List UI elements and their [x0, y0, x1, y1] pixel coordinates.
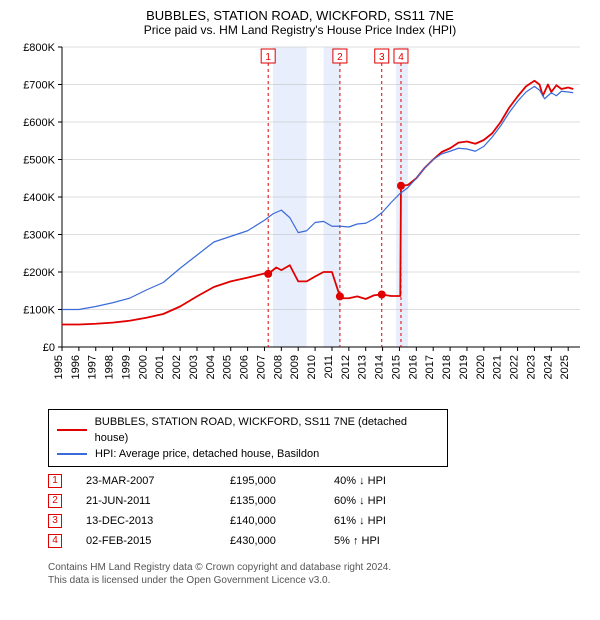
- transaction-price: £135,000: [230, 491, 310, 511]
- svg-text:1: 1: [265, 52, 271, 63]
- footer-line2: This data is licensed under the Open Gov…: [48, 574, 588, 587]
- legend-item: HPI: Average price, detached house, Basi…: [57, 446, 439, 462]
- svg-text:3: 3: [379, 52, 385, 63]
- transaction-diff: 5% ↑ HPI: [334, 531, 434, 551]
- svg-text:£100K: £100K: [23, 305, 55, 317]
- footer: Contains HM Land Registry data © Crown c…: [48, 561, 588, 587]
- legend-swatch: [57, 429, 87, 431]
- svg-text:£300K: £300K: [23, 230, 55, 242]
- legend-label: HPI: Average price, detached house, Basi…: [95, 446, 319, 462]
- svg-text:£600K: £600K: [23, 117, 55, 129]
- transaction-price: £430,000: [230, 531, 310, 551]
- footer-line1: Contains HM Land Registry data © Crown c…: [48, 561, 588, 574]
- svg-text:2002: 2002: [171, 355, 183, 379]
- transaction-marker: 1: [48, 474, 62, 488]
- svg-text:2: 2: [337, 52, 343, 63]
- transaction-marker: 2: [48, 494, 62, 508]
- svg-text:4: 4: [398, 52, 404, 63]
- svg-text:£700K: £700K: [23, 80, 55, 92]
- svg-text:£200K: £200K: [23, 267, 55, 279]
- legend-item: BUBBLES, STATION ROAD, WICKFORD, SS11 7N…: [57, 414, 439, 446]
- svg-text:£800K: £800K: [23, 42, 55, 54]
- svg-text:£500K: £500K: [23, 155, 55, 167]
- svg-text:2023: 2023: [525, 355, 537, 379]
- transaction-diff: 61% ↓ HPI: [334, 511, 434, 531]
- chart-area: £0 £100K £200K £300K £400K £500K £600K £700K £80…: [12, 41, 588, 401]
- legend: BUBBLES, STATION ROAD, WICKFORD, SS11 7N…: [48, 409, 448, 467]
- svg-text:2025: 2025: [559, 355, 571, 379]
- svg-text:2009: 2009: [289, 355, 301, 379]
- transaction-date: 02-FEB-2015: [86, 531, 206, 551]
- svg-text:2016: 2016: [407, 355, 419, 379]
- svg-text:2003: 2003: [188, 355, 200, 379]
- svg-text:1996: 1996: [70, 355, 82, 379]
- transaction-marker: 3: [48, 514, 62, 528]
- transaction-diff: 60% ↓ HPI: [334, 491, 434, 511]
- svg-text:1995: 1995: [53, 355, 65, 379]
- svg-text:2017: 2017: [424, 355, 436, 379]
- svg-text:2024: 2024: [542, 355, 554, 379]
- transaction-row: 1 23-MAR-2007 £195,000 40% ↓ HPI: [48, 471, 588, 491]
- svg-text:1998: 1998: [104, 355, 116, 379]
- legend-label: BUBBLES, STATION ROAD, WICKFORD, SS11 7N…: [95, 414, 439, 446]
- svg-text:2005: 2005: [222, 355, 234, 379]
- transaction-row: 3 13-DEC-2013 £140,000 61% ↓ HPI: [48, 511, 588, 531]
- svg-text:1997: 1997: [87, 355, 99, 379]
- transaction-date: 21-JUN-2011: [86, 491, 206, 511]
- svg-text:2020: 2020: [475, 355, 487, 379]
- svg-text:2022: 2022: [509, 355, 521, 379]
- svg-text:1999: 1999: [120, 355, 132, 379]
- svg-text:£0: £0: [43, 342, 55, 354]
- svg-text:2010: 2010: [306, 355, 318, 379]
- svg-text:£400K: £400K: [23, 192, 55, 204]
- transaction-row: 4 02-FEB-2015 £430,000 5% ↑ HPI: [48, 531, 588, 551]
- transaction-marker: 4: [48, 534, 62, 548]
- svg-text:2013: 2013: [357, 355, 369, 379]
- legend-swatch: [57, 453, 87, 454]
- chart-subtitle: Price paid vs. HM Land Registry's House …: [12, 23, 588, 37]
- svg-text:2007: 2007: [255, 355, 267, 379]
- transaction-date: 13-DEC-2013: [86, 511, 206, 531]
- svg-text:2011: 2011: [323, 355, 335, 379]
- svg-text:2012: 2012: [340, 355, 352, 379]
- transaction-price: £140,000: [230, 511, 310, 531]
- chart-title: BUBBLES, STATION ROAD, WICKFORD, SS11 7N…: [12, 8, 588, 23]
- transactions-table: 1 23-MAR-2007 £195,000 40% ↓ HPI 2 21-JUN-201…: [48, 471, 588, 551]
- svg-text:2006: 2006: [239, 355, 251, 379]
- chart-svg: £0 £100K £200K £300K £400K £500K £600K £700K £80…: [12, 41, 588, 401]
- svg-text:2004: 2004: [205, 355, 217, 379]
- transaction-price: £195,000: [230, 471, 310, 491]
- svg-text:2021: 2021: [492, 355, 504, 379]
- svg-text:2014: 2014: [374, 355, 386, 379]
- transaction-row: 2 21-JUN-2011 £135,000 60% ↓ HPI: [48, 491, 588, 511]
- svg-text:2019: 2019: [458, 355, 470, 379]
- transaction-date: 23-MAR-2007: [86, 471, 206, 491]
- svg-text:2018: 2018: [441, 355, 453, 379]
- svg-text:2008: 2008: [272, 355, 284, 379]
- svg-text:2015: 2015: [390, 355, 402, 379]
- svg-text:2001: 2001: [154, 355, 166, 379]
- transaction-diff: 40% ↓ HPI: [334, 471, 434, 491]
- svg-text:2000: 2000: [137, 355, 149, 379]
